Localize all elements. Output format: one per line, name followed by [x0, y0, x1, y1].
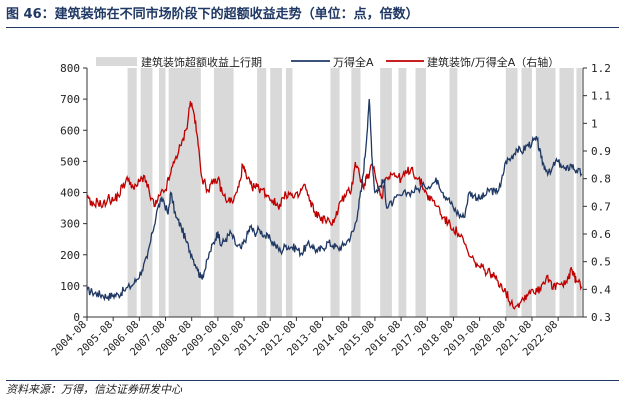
shaded-period-12 [415, 68, 426, 317]
shaded-period-9 [351, 68, 361, 317]
legend-label-wind-a: 万得全A [333, 55, 374, 69]
shaded-period-14 [505, 68, 518, 317]
ratio-series-line [86, 101, 583, 310]
shaded-period-0 [127, 68, 137, 317]
x-ticks: 2004-082005-082006-082007-082008-082009-… [49, 317, 560, 358]
shaded-periods [127, 68, 582, 317]
right-tick-label-9: 1.2 [591, 62, 611, 75]
shaded-period-3 [168, 68, 201, 317]
left-tick-label-6: 600 [60, 124, 80, 137]
shaded-period-1 [140, 68, 153, 317]
shaded-period-15 [521, 68, 532, 317]
right-tick-label-7: 1 [591, 117, 598, 130]
shaded-period-6 [270, 68, 282, 317]
left-tick-label-5: 500 [60, 155, 80, 168]
right-tick-label-1: 0.4 [591, 283, 611, 296]
left-y-ticks: 0 100 200 300 400 500 600 700 800 [60, 62, 87, 324]
left-tick-label-1: 100 [60, 280, 80, 293]
left-tick-label-4: 400 [60, 187, 80, 200]
left-tick-label-2: 200 [60, 249, 80, 262]
figure-title: 图 46：建筑装饰在不同市场阶段下的超额收益走势（单位：点，倍数） [6, 5, 619, 28]
source-note: 资料来源：万得，信达证券研发中心 [6, 380, 619, 399]
legend-label-ratio: 建筑装饰/万得全A（右轴） [427, 55, 559, 69]
right-tick-label-5: 0.8 [591, 173, 611, 186]
shaded-period-11 [398, 68, 407, 317]
shaded-period-2 [158, 68, 166, 317]
wind-a-series-line [86, 99, 583, 302]
right-y-ticks: 0.3 0.4 0.5 0.6 0.7 0.8 0.9 1 1.1 1.2 [583, 62, 611, 324]
right-tick-label-2: 0.5 [591, 256, 611, 269]
left-tick-label-7: 700 [60, 93, 80, 106]
right-tick-label-6: 0.9 [591, 145, 611, 158]
shaded-period-18 [576, 68, 582, 317]
shaded-period-17 [559, 68, 574, 317]
right-tick-label-4: 0.7 [591, 200, 611, 213]
shaded-period-8 [330, 68, 340, 317]
right-tick-label-3: 0.6 [591, 228, 611, 241]
legend: 建筑装饰超额收益上行期 万得全A 建筑装饰/万得全A（右轴） [96, 55, 559, 69]
shaded-period-10 [380, 68, 392, 317]
left-tick-label-8: 800 [60, 62, 80, 75]
shaded-period-5 [257, 68, 267, 317]
left-tick-label-3: 300 [60, 218, 80, 231]
shaded-period-4 [213, 68, 234, 317]
left-tick-label-0: 0 [73, 311, 80, 324]
legend-swatch-shaded [96, 57, 137, 66]
legend-label-shaded: 建筑装饰超额收益上行期 [141, 55, 262, 69]
right-tick-label-8: 1.1 [591, 90, 611, 103]
right-tick-label-0: 0.3 [591, 311, 611, 324]
shaded-period-16 [535, 68, 556, 317]
shaded-period-13 [449, 68, 458, 317]
